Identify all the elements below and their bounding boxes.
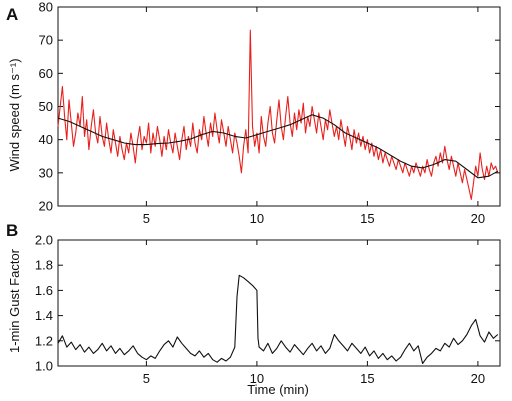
plot-area-a: 20 30 40 50 60 70 80 5 10 15 20 — [39, 0, 501, 226]
y-tick-label-a: 60 — [39, 66, 53, 81]
plot-area-b: 1.0 1.2 1.4 1.6 1.8 2.0 5 10 15 20 — [35, 233, 501, 386]
y-tick-label-a: 30 — [39, 165, 53, 180]
plot-frame-b — [57, 239, 501, 367]
y-tick-label-b: 1.4 — [35, 308, 53, 323]
y-axis-title-a: Wind speed (m s⁻¹) — [7, 58, 22, 171]
y-tick-label-a: 80 — [39, 0, 53, 15]
x-tick-label-b: 15 — [360, 371, 374, 386]
x-tick-label-a: 20 — [471, 211, 485, 226]
panel-b: B 1-min Gust Factor Time (min) 1.0 1.2 1.4… — [6, 221, 501, 397]
y-tick-label-a: 40 — [39, 132, 53, 147]
x-tick-label-a: 10 — [250, 211, 264, 226]
x-tick-label-b: 20 — [471, 371, 485, 386]
x-tick-label-b: 5 — [143, 371, 150, 386]
x-tick-label-b: 10 — [250, 371, 264, 386]
y-tick-label-b: 2.0 — [35, 233, 53, 248]
panel-label-b: B — [6, 221, 18, 240]
y-tick-label-b: 1.2 — [35, 333, 53, 348]
x-tick-label-a: 15 — [360, 211, 374, 226]
x-tick-label-a: 5 — [143, 211, 150, 226]
panel-a: A Wind speed (m s⁻¹) 20 30 40 50 60 70 80 5 10 15… — [6, 0, 501, 226]
y-tick-label-b: 1.8 — [35, 258, 53, 273]
x-axis-title-b: Time (min) — [247, 382, 309, 397]
y-tick-label-a: 20 — [39, 199, 53, 214]
series-line-a-1 — [57, 114, 499, 179]
series-line-b-0 — [57, 274, 499, 365]
y-tick-label-b: 1.0 — [35, 359, 53, 374]
y-tick-label-a: 50 — [39, 99, 53, 114]
series-line-a-0 — [57, 29, 499, 200]
y-tick-label-a: 70 — [39, 33, 53, 48]
y-tick-label-b: 1.6 — [35, 283, 53, 298]
panel-label-a: A — [6, 5, 18, 24]
y-axis-title-b: 1-min Gust Factor — [7, 248, 22, 353]
